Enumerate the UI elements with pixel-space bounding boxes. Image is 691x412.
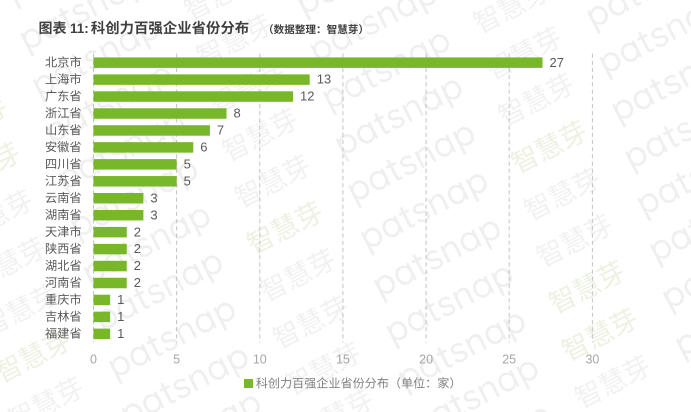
- svg-text:2: 2: [134, 241, 141, 256]
- svg-text:3: 3: [150, 207, 157, 222]
- svg-text:10: 10: [253, 353, 267, 367]
- svg-text:5: 5: [184, 173, 191, 188]
- svg-text:11:: 11:: [70, 21, 89, 36]
- svg-text:5: 5: [173, 353, 180, 367]
- svg-text:13: 13: [317, 72, 331, 87]
- svg-text:15: 15: [336, 353, 350, 367]
- svg-text:0: 0: [90, 353, 97, 367]
- svg-text:6: 6: [200, 140, 207, 155]
- svg-text:1: 1: [117, 309, 124, 324]
- svg-text:1: 1: [117, 292, 124, 307]
- svg-text:7: 7: [217, 123, 224, 138]
- svg-text:25: 25: [502, 353, 516, 367]
- svg-text:5: 5: [184, 156, 191, 171]
- svg-text:1: 1: [117, 326, 124, 341]
- svg-text:27: 27: [550, 55, 564, 70]
- svg-text:30: 30: [585, 353, 599, 367]
- svg-text:8: 8: [234, 106, 241, 121]
- svg-text:2: 2: [134, 258, 141, 273]
- svg-text:3: 3: [150, 190, 157, 205]
- svg-text:2: 2: [134, 275, 141, 290]
- svg-text:2: 2: [134, 224, 141, 239]
- svg-text:12: 12: [300, 89, 314, 104]
- svg-text:20: 20: [419, 353, 433, 367]
